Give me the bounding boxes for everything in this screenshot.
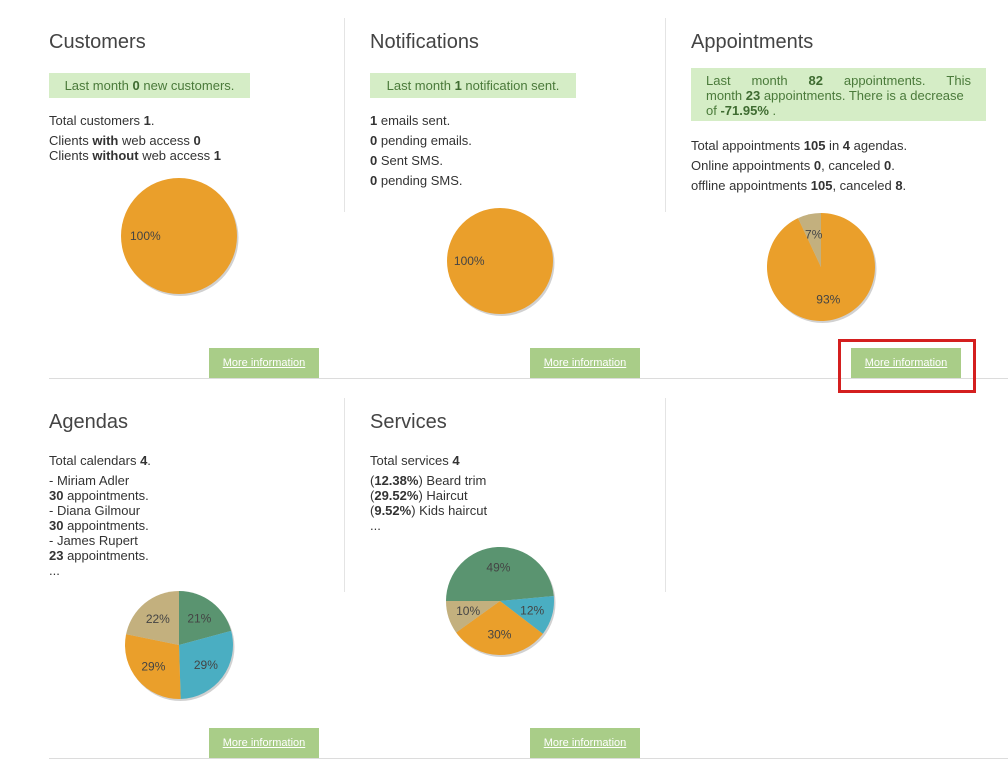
agenda-name: - Diana Gilmour	[49, 503, 141, 518]
notifications-more-information-button[interactable]: More information	[530, 348, 640, 378]
agendas-pie-label-3: 22%	[146, 612, 170, 626]
services-pie-label-3: 10%	[456, 604, 480, 618]
agendas-pie-slice-0	[179, 591, 232, 645]
services-pie-slice-2	[456, 601, 543, 655]
agendas-pie-chart: 21% 29% 29% 22%	[125, 591, 235, 701]
service-item: (9.52%) Kids haircut	[370, 503, 488, 518]
service-ellipsis: ...	[370, 518, 381, 533]
services-more-information-button[interactable]: More information	[530, 728, 640, 758]
services-pie-chart: 49% 12% 30% 10%	[446, 547, 556, 657]
offline-appointments: offline appointments 105, canceled 8.	[691, 178, 907, 193]
agendas-more-information-button[interactable]: More information	[209, 728, 319, 758]
agenda-name: - Miriam Adler	[49, 473, 130, 488]
services-pie-slice-3	[446, 601, 500, 633]
services-pie-slice-0	[446, 547, 554, 601]
agendas-stats: Total calendars 4. - Miriam Adler 30 app…	[49, 453, 151, 578]
customers-pie-slice-0	[121, 178, 237, 294]
agenda-ellipsis: ...	[49, 563, 60, 578]
appointments-more-information-button[interactable]: More information	[851, 348, 961, 378]
agendas-pie-label-1: 29%	[194, 658, 218, 672]
services-pie-label-1: 12%	[520, 603, 544, 617]
online-appointments: Online appointments 0, canceled 0.	[691, 158, 895, 173]
divider-vertical	[665, 18, 666, 212]
divider-horizontal	[49, 758, 1008, 759]
notifications-pie-chart: 100%	[447, 208, 555, 316]
services-title: Services	[370, 411, 447, 433]
highlight-box	[838, 339, 976, 393]
agendas-pie-slice-1	[179, 630, 234, 699]
agendas-pie-slice-3	[126, 591, 179, 645]
emails-sent: 1 emails sent.	[370, 113, 451, 128]
agenda-count: 23 appointments.	[49, 548, 149, 563]
appointments-pie-slice-1	[798, 213, 821, 267]
total-appointments: Total appointments 105 in 4 agendas.	[691, 138, 908, 153]
customers-title: Customers	[49, 31, 146, 53]
appointments-pie-label-0: 93%	[816, 293, 840, 307]
notifications-banner: Last month 1 notification sent.	[370, 73, 576, 98]
services-pie-slice-1	[500, 595, 554, 634]
divider-vertical	[344, 398, 345, 592]
customers-pie-label-0: 100%	[130, 229, 161, 243]
appointments-pie-chart: 93% 7%	[767, 213, 877, 323]
appointments-title: Appointments	[691, 31, 814, 53]
appointments-stats: Total appointments 105 in 4 agendas. Onl…	[691, 138, 907, 193]
notifications-pie-label-0: 100%	[454, 254, 485, 268]
customers-pie-chart: 100%	[121, 178, 239, 296]
appointments-pie-label-1: 7%	[805, 227, 823, 241]
total-calendars: Total calendars 4.	[49, 453, 151, 468]
notifications-stats: 1 emails sent. 0 pending emails. 0 Sent …	[370, 113, 472, 188]
divider-vertical	[344, 18, 345, 212]
services-pie-label-2: 30%	[487, 627, 511, 641]
total-customers: Total customers 1.	[49, 113, 155, 128]
total-services: Total services 4	[370, 453, 460, 468]
agendas-pie-slice-2	[125, 634, 181, 699]
divider-vertical	[665, 398, 666, 592]
clients-without-web-access: Clients without web access 1	[49, 148, 221, 163]
services-pie-label-0: 49%	[486, 561, 510, 575]
pending-sms: 0 pending SMS.	[370, 173, 463, 188]
services-stats: Total services 4 (12.38%) Beard trim (29…	[370, 453, 487, 533]
agendas-title: Agendas	[49, 411, 128, 433]
appointments-banner: Last month 82 appointments. This month 23 ap…	[691, 68, 986, 121]
agenda-count: 30 appointments.	[49, 488, 149, 503]
notifications-pie-slice-0	[447, 208, 553, 314]
service-item: (29.52%) Haircut	[370, 488, 468, 503]
agenda-count: 30 appointments.	[49, 518, 149, 533]
customers-banner: Last month 0 new customers.	[49, 73, 250, 98]
sent-sms: 0 Sent SMS.	[370, 153, 443, 168]
clients-with-web-access: Clients with web access 0	[49, 133, 201, 148]
divider-horizontal	[49, 378, 1008, 379]
agendas-pie-label-0: 21%	[187, 611, 211, 625]
customers-more-information-button[interactable]: More information	[209, 348, 319, 378]
customers-stats: Total customers 1. Clients with web acce…	[49, 113, 221, 163]
agendas-pie-label-2: 29%	[141, 660, 165, 674]
service-item: (12.38%) Beard trim	[370, 473, 487, 488]
agenda-name: - James Rupert	[49, 533, 138, 548]
notifications-title: Notifications	[370, 31, 479, 53]
pending-emails: 0 pending emails.	[370, 133, 472, 148]
